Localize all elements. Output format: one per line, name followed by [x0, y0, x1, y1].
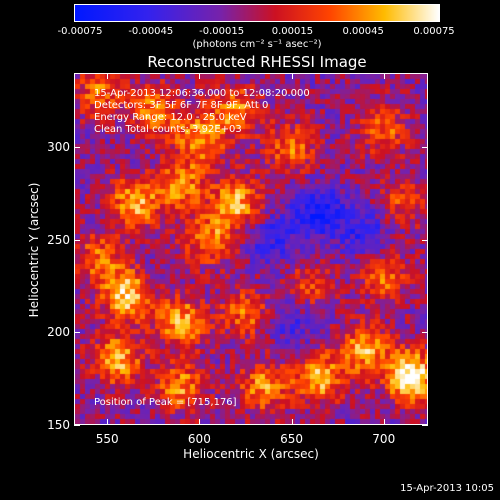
annotation-energy-range: Energy Range: 12.0 - 25.0 keV [94, 112, 247, 123]
x-tick-mark [107, 419, 109, 425]
x-tick-mark [199, 73, 201, 79]
y-tick-mark [74, 239, 80, 241]
colorbar-unit-label: (photons cm⁻² s⁻¹ asec⁻²) [192, 39, 322, 50]
x-tick-label: 600 [187, 432, 211, 446]
y-tick-mark [422, 425, 428, 426]
heatmap-image [75, 74, 427, 424]
colorbar-tick-label: 0.00075 [413, 26, 455, 37]
colorbar-tick-label: -0.00075 [57, 26, 103, 37]
x-tick-mark [383, 73, 385, 79]
y-tick-label: 200 [47, 325, 70, 340]
x-tick-mark [199, 419, 201, 425]
annotation-total-counts: Clean Total counts: 3.92E+03 [94, 124, 242, 135]
y-tick-mark [422, 147, 428, 149]
chart-title: Reconstructed RHESSI Image [147, 53, 367, 71]
y-axis-label: Heliocentric Y (arcsec) [27, 182, 41, 318]
y-tick-label: 300 [47, 140, 70, 155]
colorbar-gradient [75, 5, 439, 21]
colorbar-tick-label: 0.00015 [271, 26, 314, 37]
y-tick-mark [74, 332, 80, 334]
x-tick-label: 700 [372, 432, 396, 446]
x-tick-mark [291, 419, 293, 425]
x-tick-label: 550 [95, 432, 119, 446]
annotation-peak-position: Position of Peak = [715,176] [94, 397, 237, 408]
plot-area [74, 73, 428, 425]
plot-timestamp: 15-Apr-2013 10:05 [400, 483, 494, 494]
x-tick-label: 650 [280, 432, 304, 446]
y-tick-mark [74, 147, 80, 149]
colorbar-tick-label: -0.00015 [199, 26, 245, 37]
x-tick-mark [107, 73, 109, 79]
x-axis-label: Heliocentric X (arcsec) [183, 447, 319, 461]
y-tick-mark [422, 239, 428, 241]
colorbar [74, 4, 440, 22]
colorbar-tick-label: 0.00045 [342, 26, 384, 37]
y-tick-mark [74, 425, 80, 426]
y-tick-label: 250 [47, 232, 70, 247]
y-tick-label: 150 [47, 418, 70, 432]
x-tick-mark [383, 419, 385, 425]
x-tick-mark [291, 73, 293, 79]
annotation-time-range: 15-Apr-2013 12:06:36.000 to 12:08:20.000 [94, 88, 310, 99]
colorbar-tick-label: -0.00045 [128, 26, 174, 37]
annotation-detectors: Detectors: 3F 5F 6F 7F 8F 9F, Att 0 [94, 100, 269, 111]
y-tick-mark [422, 332, 428, 334]
